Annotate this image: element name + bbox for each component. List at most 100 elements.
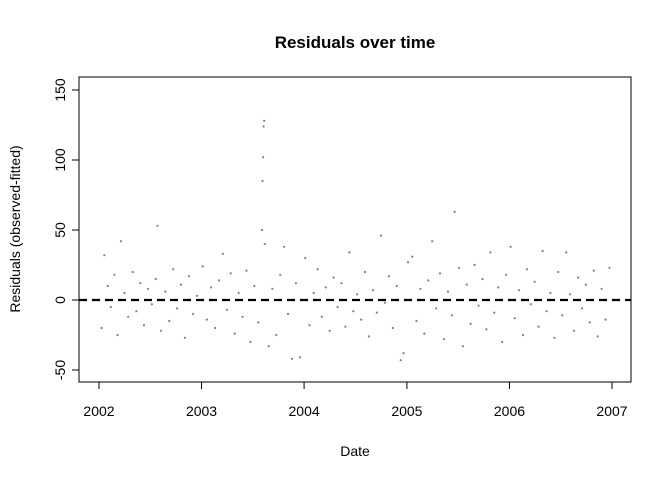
data-point (135, 310, 138, 313)
data-point (316, 268, 319, 271)
data-point (533, 280, 536, 283)
data-point (419, 287, 422, 290)
data-point (344, 325, 347, 328)
data-point (176, 307, 179, 310)
y-axis-label: Residuals (observed-fitted) (7, 145, 23, 312)
data-point (481, 277, 484, 281)
data-point (348, 251, 351, 254)
data-point (205, 318, 208, 321)
data-point (387, 275, 391, 278)
y-tick-label: -50 (52, 360, 68, 380)
data-point (172, 268, 175, 271)
data-point (195, 294, 199, 297)
data-point (221, 252, 224, 255)
data-point (103, 254, 106, 257)
data-point (286, 312, 290, 316)
data-point (123, 291, 126, 295)
data-point (253, 284, 256, 288)
data-point (332, 276, 335, 279)
x-tick-label: 2003 (186, 403, 217, 419)
data-point (391, 326, 394, 330)
data-point (367, 335, 371, 338)
data-point (423, 332, 426, 335)
data-point (229, 272, 232, 275)
data-point (477, 304, 480, 307)
x-tick-label: 2004 (289, 403, 320, 419)
data-point (509, 245, 512, 248)
y-tick-label: 50 (52, 222, 68, 238)
x-tick-label: 2007 (596, 403, 627, 419)
data-point (541, 249, 544, 253)
data-point (340, 282, 343, 285)
data-point (521, 333, 525, 337)
data-point (213, 326, 217, 330)
data-point (565, 251, 568, 254)
data-point (549, 291, 552, 295)
data-point (427, 279, 430, 282)
y-tick-label: 0 (52, 296, 68, 304)
data-point (545, 310, 548, 313)
data-point (356, 293, 359, 296)
data-point (450, 314, 453, 317)
data-point (402, 352, 405, 355)
x-tick-label: 2006 (494, 403, 525, 419)
chart-title: Residuals over time (275, 33, 436, 52)
data-point (517, 289, 521, 292)
data-point (375, 311, 378, 314)
data-point (237, 291, 240, 295)
data-point (192, 312, 195, 316)
data-point (263, 242, 266, 246)
data-point (324, 286, 327, 289)
data-point (469, 322, 472, 325)
data-point (308, 324, 311, 327)
data-point (263, 119, 266, 122)
data-point (592, 269, 595, 272)
data-point (537, 325, 540, 328)
y-tick-label: 150 (52, 78, 68, 102)
data-point (154, 277, 157, 281)
data-point (159, 329, 163, 332)
data-point (139, 282, 142, 285)
data-point (156, 224, 159, 227)
data-point (283, 245, 286, 248)
data-point (557, 270, 560, 274)
y-tick-label: 100 (52, 148, 68, 172)
data-point (411, 255, 414, 258)
data-point (395, 284, 398, 288)
data-point (257, 321, 260, 324)
data-point (262, 125, 265, 128)
data-point (146, 287, 149, 290)
data-point (294, 282, 298, 285)
x-axis: 2002 2003 2004 2005 2006 2007 (83, 381, 628, 419)
data-point (142, 324, 146, 327)
data-point (320, 315, 323, 318)
data-point (109, 305, 112, 309)
data-point (588, 321, 591, 324)
data-point (461, 345, 464, 348)
data-point (525, 268, 528, 271)
data-points (100, 119, 611, 362)
data-point (497, 286, 500, 289)
data-point (290, 357, 294, 360)
data-point (501, 340, 504, 344)
data-point (241, 315, 244, 318)
data-point (529, 303, 532, 306)
data-point (600, 287, 603, 290)
data-point (168, 319, 171, 323)
data-point (446, 290, 450, 293)
data-point (513, 317, 516, 320)
data-point (217, 279, 221, 282)
data-point (569, 293, 572, 296)
data-point (504, 273, 508, 276)
data-point (260, 228, 264, 232)
data-point (406, 261, 410, 264)
y-axis: -50 0 50 100 150 (52, 78, 80, 380)
data-point (604, 318, 607, 321)
data-point (360, 318, 363, 321)
data-point (279, 273, 282, 276)
data-point (383, 301, 387, 304)
data-point (119, 240, 123, 243)
data-point (127, 315, 130, 318)
data-point (249, 340, 252, 344)
data-point (352, 310, 355, 313)
